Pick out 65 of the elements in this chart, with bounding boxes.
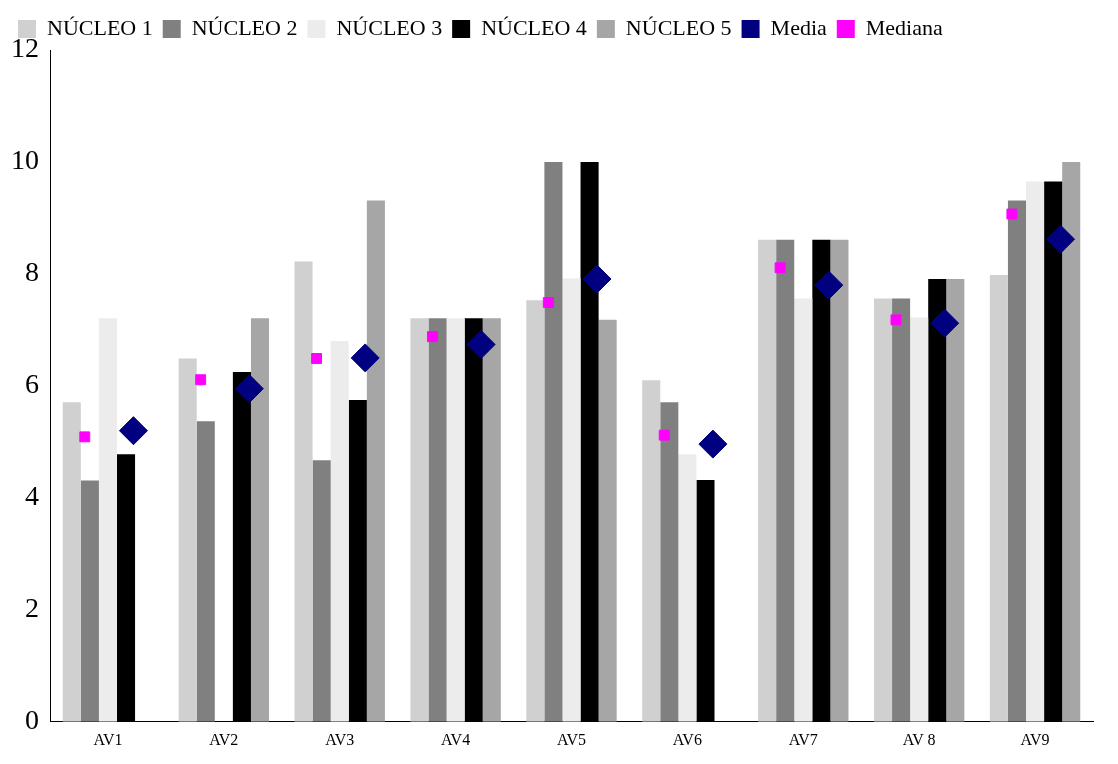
x-tick-label: AV7 bbox=[788, 730, 818, 748]
bar bbox=[1044, 181, 1063, 722]
x-tick-label: AV5 bbox=[556, 730, 587, 748]
bar bbox=[873, 298, 893, 722]
bar bbox=[892, 298, 911, 722]
x-tick-label: AV3 bbox=[325, 730, 355, 748]
bar bbox=[598, 319, 617, 722]
bar bbox=[348, 399, 367, 722]
bar bbox=[989, 275, 1008, 722]
bar bbox=[428, 318, 447, 722]
bar bbox=[464, 318, 483, 722]
bar bbox=[294, 261, 313, 722]
x-tick-label: AV6 bbox=[672, 730, 702, 748]
bar bbox=[526, 300, 545, 722]
legend-label: Mediana bbox=[865, 14, 943, 40]
bar bbox=[98, 318, 117, 722]
x-tick-label: AV4 bbox=[441, 730, 471, 748]
y-tick-label: 12 bbox=[11, 32, 39, 64]
bar bbox=[1026, 181, 1045, 722]
bar bbox=[812, 239, 831, 722]
legend-label: NÚCLEO 3 bbox=[336, 14, 443, 40]
x-tick-label: AV2 bbox=[209, 730, 239, 748]
bar bbox=[330, 341, 349, 722]
bar bbox=[232, 371, 251, 722]
y-tick-label: 10 bbox=[11, 144, 39, 176]
y-tick-label: 2 bbox=[25, 592, 39, 624]
legend-label: Media bbox=[770, 14, 828, 40]
y-tick-label: 6 bbox=[25, 368, 39, 400]
x-tick-label: AV 8 bbox=[902, 730, 936, 748]
bar bbox=[946, 278, 965, 722]
bar bbox=[482, 318, 501, 722]
bar bbox=[196, 421, 215, 722]
bar bbox=[250, 318, 270, 722]
bar bbox=[1062, 161, 1081, 722]
bar bbox=[642, 380, 661, 722]
bar bbox=[1007, 200, 1027, 722]
bar bbox=[366, 200, 385, 722]
x-tick-label: AV9 bbox=[1020, 730, 1050, 748]
legend-label: NÚCLEO 5 bbox=[625, 14, 732, 40]
bar bbox=[312, 460, 331, 722]
bar bbox=[830, 239, 849, 722]
legend-label: NÚCLEO 2 bbox=[191, 14, 298, 40]
x-tick-label: AV1 bbox=[93, 730, 123, 748]
bar bbox=[928, 278, 947, 722]
legend-label: NÚCLEO 4 bbox=[481, 14, 587, 40]
legend-label: NÚCLEO 1 bbox=[47, 14, 153, 40]
bar bbox=[80, 480, 99, 722]
bar bbox=[544, 161, 563, 722]
bar bbox=[410, 318, 429, 722]
bar bbox=[758, 239, 777, 722]
y-tick-label: 4 bbox=[25, 480, 39, 512]
bar bbox=[562, 278, 581, 722]
y-tick-label: 0 bbox=[25, 704, 39, 736]
bar bbox=[910, 317, 929, 722]
bar bbox=[794, 298, 813, 722]
bar bbox=[446, 318, 465, 722]
bar bbox=[62, 402, 81, 722]
bar bbox=[116, 454, 136, 722]
bar bbox=[776, 239, 795, 722]
bar bbox=[660, 402, 679, 722]
bar bbox=[678, 454, 697, 722]
bar bbox=[696, 479, 715, 722]
bar bbox=[178, 358, 197, 722]
y-tick-label: 8 bbox=[25, 256, 39, 288]
bar bbox=[580, 161, 599, 722]
